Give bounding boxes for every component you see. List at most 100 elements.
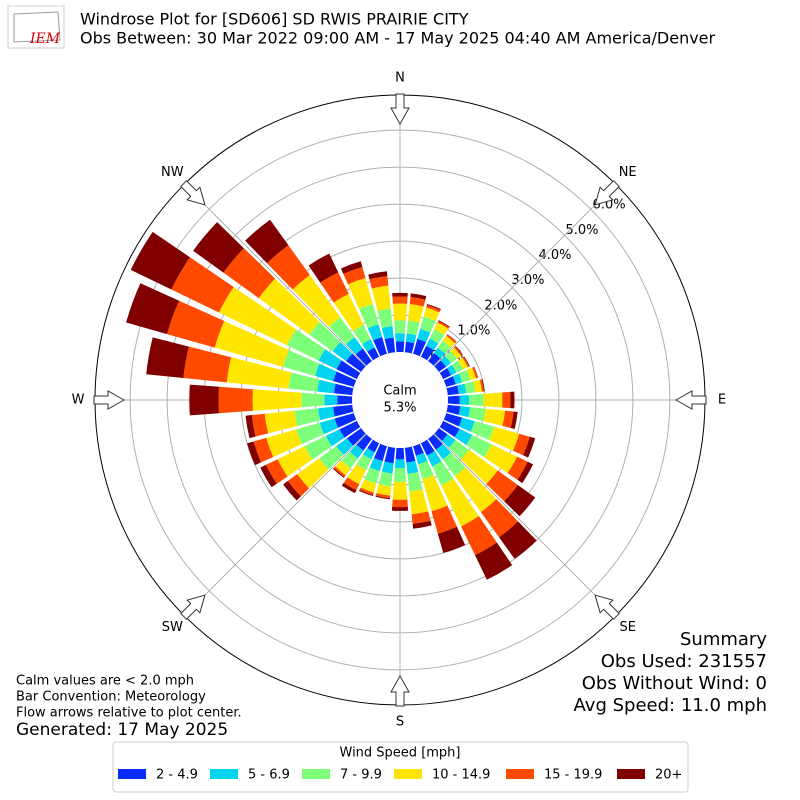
wedge	[346, 353, 366, 372]
wedge	[523, 436, 536, 458]
wedge	[171, 257, 234, 313]
wedge	[375, 493, 391, 499]
wedge	[432, 461, 454, 486]
wedge	[266, 429, 302, 457]
wedge	[434, 360, 447, 372]
legend-label: 20+	[655, 768, 682, 783]
wedge	[345, 337, 363, 355]
wedge	[218, 386, 253, 414]
wedge	[455, 345, 463, 356]
wedge	[260, 464, 277, 488]
wedge	[415, 452, 428, 465]
direction-label: NW	[161, 165, 184, 180]
wedge	[304, 435, 332, 460]
wedge	[318, 349, 342, 370]
legend-swatch	[617, 769, 645, 779]
wedge	[333, 293, 364, 331]
wedge	[167, 300, 225, 348]
wedge	[409, 489, 429, 515]
wedge	[247, 441, 262, 466]
legend-label: 5 - 6.9	[248, 768, 290, 783]
flow-arrow	[180, 180, 206, 206]
wedge	[335, 460, 351, 476]
wedge	[328, 317, 355, 345]
wedge	[407, 471, 423, 492]
wedge	[433, 347, 446, 359]
wedge	[277, 446, 313, 477]
wedge	[288, 372, 320, 392]
wedge	[333, 466, 346, 478]
wedge	[318, 406, 335, 421]
note: Bar Convention: Meteorology	[16, 690, 206, 705]
legend-label: 2 - 4.9	[156, 768, 198, 783]
wedge	[411, 511, 431, 524]
wedge	[443, 413, 463, 427]
wedge	[510, 391, 515, 409]
wedge	[373, 337, 387, 357]
wedge	[460, 449, 498, 484]
wedge	[392, 481, 408, 500]
wedge	[349, 444, 364, 459]
wedge	[183, 346, 232, 383]
r-tick-label: 2.0%	[484, 298, 517, 313]
wedge	[470, 421, 495, 441]
grid-spoke	[183, 399, 401, 617]
wedge	[189, 384, 219, 416]
wedge	[429, 329, 445, 344]
wedge	[360, 479, 377, 493]
wedge	[339, 420, 361, 438]
wedge	[517, 461, 534, 484]
wedge	[381, 326, 394, 340]
wedge	[315, 363, 337, 382]
wedge	[223, 248, 276, 299]
wedge	[458, 406, 471, 418]
grid-spoke	[399, 183, 617, 401]
wedge	[479, 379, 484, 392]
wedge	[245, 219, 289, 264]
wedge	[448, 439, 469, 460]
legend-label: 7 - 9.9	[340, 768, 382, 783]
direction-label: N	[395, 71, 405, 86]
summary: Obs Used: 231557	[601, 651, 767, 672]
wedge	[446, 385, 459, 396]
wedge	[343, 477, 360, 491]
legend-swatch	[506, 769, 534, 779]
wedge	[252, 389, 302, 411]
wedge	[462, 356, 470, 368]
wedge	[458, 417, 475, 432]
wedge	[245, 415, 256, 439]
wedge	[369, 276, 389, 289]
wedge	[218, 286, 297, 346]
wedge	[251, 413, 269, 437]
wedge	[437, 340, 451, 354]
direction-label: SE	[619, 620, 635, 635]
wedge	[452, 373, 463, 385]
wedge	[333, 371, 357, 387]
wedge	[468, 393, 484, 407]
wedge	[367, 324, 383, 341]
wedge	[463, 356, 470, 367]
wedge	[420, 345, 434, 361]
wedge	[356, 434, 372, 451]
wedge	[283, 350, 320, 376]
wedge	[392, 296, 408, 304]
wedge	[446, 334, 457, 344]
generated: Generated: 17 May 2025	[16, 720, 228, 740]
summary: Avg Speed: 11.0 mph	[574, 695, 767, 716]
summary: Obs Without Wind: 0	[582, 673, 767, 694]
wedge	[484, 444, 518, 474]
wedge	[409, 297, 426, 307]
chart-title: Windrose Plot for [SD606] SD RWIS PRAIRI…	[80, 10, 469, 29]
wedge	[406, 320, 420, 336]
wedge	[507, 456, 528, 480]
wedge	[341, 482, 357, 494]
wedge	[341, 451, 358, 469]
r-tick-label: 5.0%	[566, 223, 599, 238]
wedge	[405, 333, 417, 344]
wedge	[474, 542, 513, 580]
wedge	[126, 283, 180, 335]
direction-label: NE	[619, 165, 637, 180]
wedge	[423, 307, 440, 321]
wedge	[286, 329, 326, 361]
wedge	[395, 341, 405, 353]
